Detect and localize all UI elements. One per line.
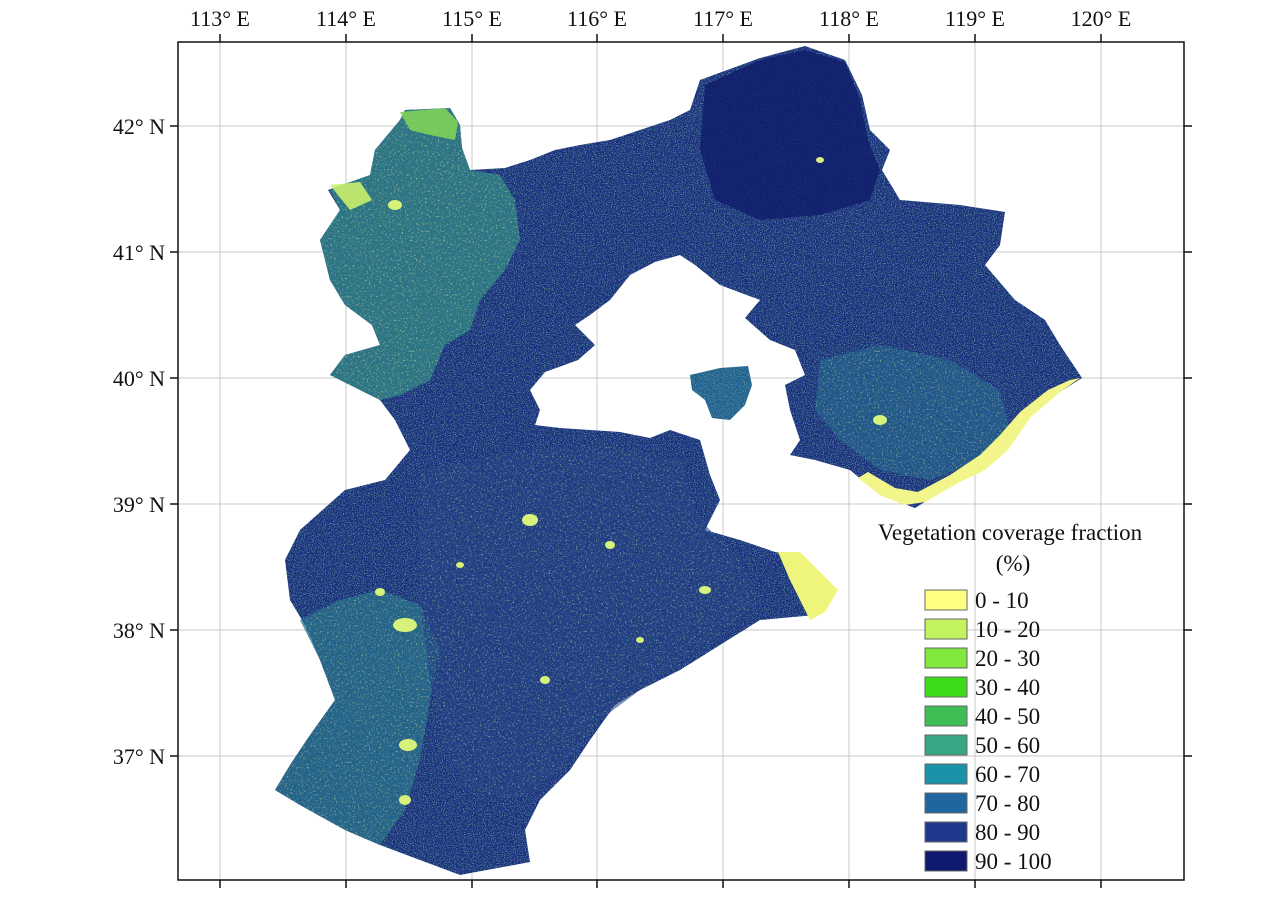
legend-label: 30 - 40 — [975, 675, 1040, 700]
lat-label: 41° N — [113, 240, 165, 265]
latitude-labels: 42° N 41° N 40° N 39° N 38° N 37° N — [113, 114, 165, 769]
northwest-plateau-patch-2 — [330, 182, 372, 210]
map-frame — [177, 41, 1185, 881]
lat-label: 37° N — [113, 744, 165, 769]
legend-label: 0 - 10 — [975, 588, 1029, 613]
lon-label: 113° E — [190, 6, 250, 31]
lon-label: 115° E — [442, 6, 502, 31]
lat-label: 38° N — [113, 618, 165, 643]
legend-swatch — [924, 618, 968, 640]
lat-label: 39° N — [113, 492, 165, 517]
urban-patches — [375, 157, 887, 805]
lon-label: 120° E — [1071, 6, 1132, 31]
longitude-labels: 113° E 114° E 115° E 116° E 117° E 118° … — [190, 6, 1131, 31]
legend-swatch — [924, 676, 968, 698]
east-cropland-zone — [815, 345, 1010, 480]
legend-label: 70 - 80 — [975, 791, 1040, 816]
urban-patch — [699, 586, 711, 594]
lon-label: 117° E — [693, 6, 753, 31]
legend-label: 60 - 70 — [975, 762, 1040, 787]
southwest-light-zone — [275, 590, 440, 845]
bohai-coast-strip — [858, 378, 1080, 505]
legend: Vegetation coverage fraction (%) 0 - 10 1… — [878, 520, 1143, 874]
legend-label: 20 - 30 — [975, 646, 1040, 671]
legend-label: 80 - 90 — [975, 820, 1040, 845]
legend-title: Vegetation coverage fraction — [878, 520, 1143, 545]
legend-swatch — [924, 734, 968, 756]
legend-unit: (%) — [996, 551, 1030, 576]
legend-swatch — [924, 647, 968, 669]
lon-label: 119° E — [945, 6, 1005, 31]
northeast-dense-forest — [700, 50, 880, 220]
legend-label: 40 - 50 — [975, 704, 1040, 729]
legend-swatch — [924, 850, 968, 872]
urban-patch — [816, 157, 824, 163]
northern-exclave — [690, 366, 752, 420]
lon-label: 114° E — [316, 6, 376, 31]
urban-patch — [399, 739, 417, 751]
urban-patch — [636, 637, 644, 643]
urban-patch — [456, 562, 464, 568]
legend-label: 50 - 60 — [975, 733, 1040, 758]
urban-patch — [522, 514, 538, 526]
legend-items: 0 - 10 10 - 20 20 - 30 30 - 40 40 - 50 50 - 6… — [924, 588, 1052, 874]
tick-marks — [170, 34, 1192, 888]
urban-patch — [605, 541, 615, 549]
urban-patch — [375, 588, 385, 596]
lat-label: 40° N — [113, 366, 165, 391]
lon-label: 118° E — [819, 6, 879, 31]
legend-label: 10 - 20 — [975, 617, 1040, 642]
legend-swatch — [924, 792, 968, 814]
lat-label: 42° N — [113, 114, 165, 139]
legend-swatch — [924, 821, 968, 843]
lon-label: 116° E — [567, 6, 627, 31]
legend-swatch — [924, 763, 968, 785]
northwest-plateau-patch — [400, 108, 458, 140]
cangzhou-coast-strip — [778, 552, 838, 620]
urban-patch — [393, 618, 417, 632]
legend-swatch — [924, 705, 968, 727]
urban-patch — [540, 676, 550, 684]
central-plain-zone — [420, 445, 760, 800]
urban-patch — [873, 415, 887, 425]
urban-patch — [388, 200, 402, 210]
hebei-province-raster — [275, 46, 1082, 875]
legend-swatch — [924, 589, 968, 611]
legend-label: 90 - 100 — [975, 849, 1052, 874]
urban-patch — [399, 795, 411, 805]
northwest-light-zone — [320, 108, 520, 400]
